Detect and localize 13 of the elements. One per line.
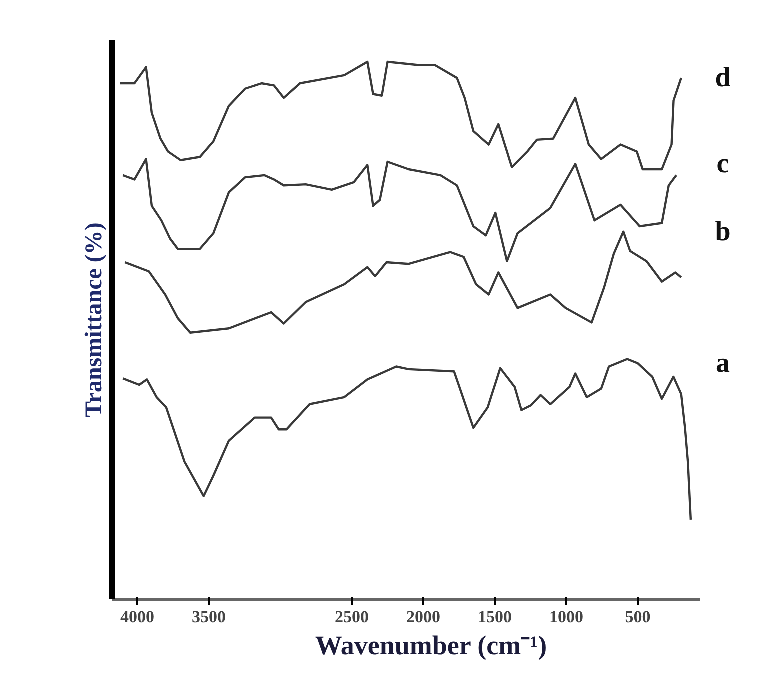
series-label: a — [716, 348, 730, 380]
series-label: b — [715, 216, 731, 248]
x-tick-label: 3500 — [192, 608, 226, 626]
x-tick-label: 1000 — [550, 608, 584, 626]
x-tick-label: 4000 — [120, 608, 155, 626]
y-axis-title: Transmittance (%) — [82, 222, 108, 418]
x-axis-title: Wavenumber (cm⁻¹) — [315, 630, 548, 660]
series-label: c — [716, 148, 730, 180]
series-label: d — [715, 62, 732, 94]
x-tick-label: 2000 — [406, 608, 441, 626]
x-tick-label: 2500 — [335, 608, 370, 626]
x-tick-label: 1500 — [478, 608, 512, 626]
x-tick-label: 500 — [625, 608, 651, 626]
